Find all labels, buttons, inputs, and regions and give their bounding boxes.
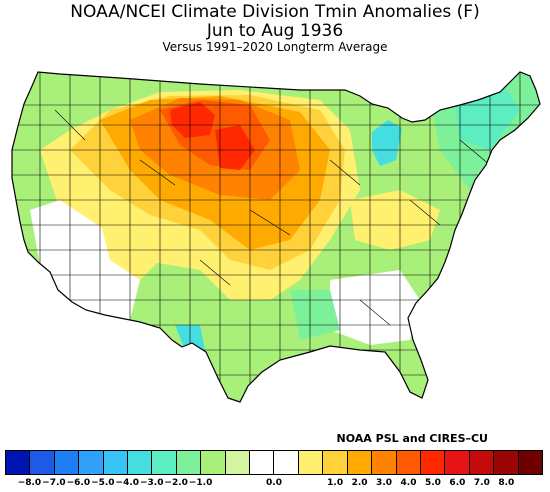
legend-swatch [6, 451, 31, 474]
legend-swatch [30, 451, 55, 474]
map-title: NOAA/NCEI Climate Division Tmin Anomalie… [70, 2, 480, 22]
region-southeast-neutral [330, 270, 420, 345]
legend-ticks: −8.0 −7.0 −6.0 −5.0 −4.0 −3.0 −2.0 −1.0 0.0 1.0 2.… [5, 478, 543, 492]
legend-swatch [54, 451, 80, 474]
legend-tick-label: 6.0 [449, 478, 466, 488]
legend-tick-label: −3.0 [139, 478, 164, 488]
legend-swatch [176, 451, 202, 474]
region-lower-mississippi [290, 290, 340, 340]
map-period: Jun to Aug 1936 [206, 21, 344, 41]
legend-swatch [103, 451, 129, 474]
legend-swatch [274, 451, 299, 474]
legend-swatch [445, 451, 470, 474]
legend-swatch [347, 451, 373, 474]
legend-swatch [128, 451, 153, 474]
legend-swatch [298, 451, 324, 474]
legend-tick-label: 4.0 [400, 478, 417, 488]
region-hot-spot-1 [170, 102, 215, 138]
legend-swatch [420, 451, 446, 474]
legend-tick-label: −5.0 [91, 478, 115, 488]
legend-tick-label: 5.0 [424, 478, 441, 488]
legend-tick-label: −1.0 [188, 478, 213, 488]
legend-tick-label: 8.0 [498, 478, 515, 488]
legend-tick-label: 0.0 [266, 478, 282, 488]
region-upper-michigan [372, 120, 402, 166]
us-anomaly-map [11, 71, 541, 403]
legend-swatch [323, 451, 348, 474]
legend-swatch [372, 451, 397, 474]
region-hot-spot-2 [215, 125, 255, 170]
legend-swatch [518, 451, 542, 474]
legend-tick-label: 2.0 [351, 478, 368, 488]
legend-swatch [469, 451, 495, 474]
division-boundaries [12, 72, 540, 402]
color-legend [5, 450, 543, 475]
legend-tick-label: 3.0 [376, 478, 393, 488]
legend-swatch [250, 451, 275, 474]
map-baseline: Versus 1991–2020 Longterm Average [162, 40, 388, 54]
anomaly-fields [12, 72, 540, 402]
data-credit: NOAA PSL and CIRES–CU [336, 432, 488, 445]
legend-tick-label: −8.0 [17, 478, 42, 488]
legend-tick-label: −7.0 [42, 478, 66, 488]
legend-tick-label: −4.0 [115, 478, 140, 488]
region-ohio-valley [350, 190, 440, 250]
legend-swatch [152, 451, 177, 474]
legend-tick-label: 1.0 [327, 478, 344, 488]
legend-tick-label: 7.0 [473, 478, 490, 488]
legend-swatch [396, 451, 421, 474]
legend-swatch [79, 451, 104, 474]
legend-swatch [201, 451, 226, 474]
legend-swatch [494, 451, 519, 474]
legend-swatch [225, 451, 251, 474]
legend-tick-label: −2.0 [164, 478, 188, 488]
legend-tick-label: −6.0 [66, 478, 91, 488]
